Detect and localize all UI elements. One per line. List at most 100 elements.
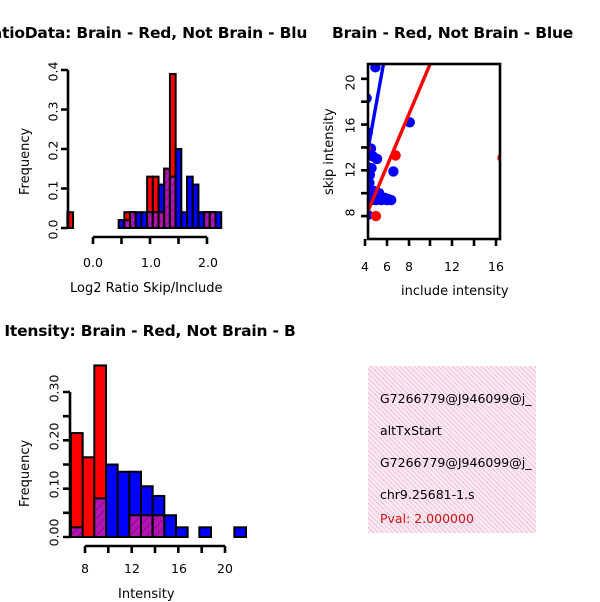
bar-blue — [191, 183, 200, 230]
intensity-histogram-bars — [70, 364, 247, 539]
scatter-point — [357, 117, 367, 127]
scatter-point — [370, 210, 382, 222]
annotation-line-3: chr9.25681-1.s — [380, 487, 475, 502]
bar-blue — [198, 526, 212, 538]
scatter-point — [354, 182, 364, 192]
bar-red — [81, 456, 96, 538]
scatter-svg — [348, 62, 502, 246]
scatter-xtick-1: 6 — [383, 259, 391, 274]
bar-blue — [105, 463, 119, 538]
ratio-xtick-0: 0.0 — [83, 255, 103, 270]
scatter-point — [355, 156, 365, 166]
ratio-histogram-title: RatioData: Brain - Red, Not Brain - Blu — [0, 24, 308, 42]
scatter-point — [348, 225, 358, 235]
scatter-point — [368, 177, 375, 189]
intensity-histogram-panel: ne Itensity: Brain - Red, Not Brain - B … — [0, 300, 300, 602]
bar-overlap — [93, 497, 108, 538]
bar-overlap — [140, 514, 154, 538]
scatter-point — [368, 169, 376, 181]
annotation-line-1: altTxStart — [380, 423, 442, 438]
scatter-point — [354, 167, 364, 177]
scatter-xtick-2: 8 — [405, 259, 413, 274]
intensity-x-axis — [83, 544, 227, 553]
red-fit — [368, 64, 432, 216]
bar-overlap — [128, 514, 142, 538]
scatter-point — [355, 175, 365, 185]
annotation-pval: Pval: 2.000000 — [380, 511, 474, 526]
scatter-point — [357, 173, 367, 183]
scatter-frame — [366, 62, 502, 241]
scatter-point — [349, 221, 359, 231]
ratio-histogram-xlabel: Log2 Ratio Skip/Include — [70, 281, 223, 296]
intensity-xtick-2: 16 — [171, 561, 187, 576]
scatter-point — [352, 215, 362, 225]
ratio-y-axis — [61, 68, 70, 230]
scatter-point — [353, 217, 363, 227]
intensity-xtick-3: 20 — [217, 561, 233, 576]
intensity-histogram-svg — [63, 364, 247, 553]
scatter-point — [353, 155, 363, 165]
scatter-point — [352, 197, 362, 207]
bar-blue — [175, 526, 189, 538]
scatter-point — [371, 153, 383, 165]
scatter-xtick-0: 4 — [361, 259, 369, 274]
scatter-xlabel: include intensity — [401, 284, 509, 299]
scatter-point — [351, 204, 361, 214]
ratio-histogram-panel: RatioData: Brain - Red, Not Brain - Blu … — [0, 0, 307, 300]
bar-blue — [116, 470, 131, 538]
scatter-point — [352, 193, 362, 203]
ratio-x-axis — [91, 235, 209, 244]
scatter-point — [357, 163, 367, 173]
scatter-point — [354, 195, 364, 205]
scatter-point — [353, 226, 363, 236]
scatter-point — [349, 222, 359, 232]
scatter-point — [352, 225, 362, 235]
scatter-point — [370, 64, 381, 73]
intensity-xtick-0: 8 — [81, 561, 89, 576]
scatter-title: Brain - Red, Not Brain - Blue — [332, 24, 574, 42]
ratio-histogram-bars — [66, 72, 223, 230]
bar-overlap — [70, 526, 84, 538]
scatter-x-ticks — [363, 239, 498, 246]
scatter-point — [357, 218, 367, 228]
bar-blue — [214, 211, 223, 229]
scatter-point — [352, 161, 362, 171]
ratio-xtick-1: 1.0 — [141, 255, 161, 270]
scatter-point — [351, 211, 361, 221]
ratio-histogram-svg — [61, 68, 223, 244]
scatter-point — [353, 196, 363, 206]
scatter-points — [348, 64, 500, 236]
intensity-histogram-xlabel: Intensity — [118, 587, 175, 602]
scatter-point — [355, 194, 365, 204]
bar-overlap — [151, 514, 166, 538]
scatter-point — [354, 226, 364, 236]
bar-blue — [163, 514, 177, 538]
scatter-point — [352, 181, 362, 191]
scatter-point — [350, 223, 360, 233]
scatter-point — [354, 217, 364, 227]
scatter-panel: Brain - Red, Not Brain - Blue skip inten… — [300, 0, 600, 300]
scatter-point — [386, 194, 397, 206]
intensity-xtick-1: 12 — [124, 561, 140, 576]
scatter-point — [354, 204, 364, 214]
scatter-point — [354, 194, 364, 204]
intensity-y-axis — [63, 390, 72, 539]
scatter-point — [351, 214, 361, 224]
scatter-point — [368, 231, 369, 233]
scatter-point — [388, 166, 399, 177]
annotation-line-2: G7266779@J946099@j_ — [380, 455, 532, 470]
bar-blue — [233, 526, 247, 538]
annotation-panel: G7266779@J946099@j_ altTxStart G7266779@… — [368, 366, 536, 533]
scatter-point — [352, 210, 362, 220]
scatter-point — [357, 195, 367, 205]
ratio-xtick-2: 2.0 — [198, 255, 218, 270]
scatter-point — [353, 205, 363, 215]
scatter-xtick-3: 12 — [444, 259, 460, 274]
annotation-line-0: G7266779@J946099@j_ — [380, 391, 532, 406]
scatter-point — [353, 174, 363, 184]
intensity-histogram-title: ne Itensity: Brain - Red, Not Brain - B — [0, 322, 296, 340]
scatter-y-ticks — [361, 77, 368, 218]
scatter-point — [350, 220, 360, 230]
scatter-point — [355, 226, 365, 236]
scatter-point — [348, 222, 358, 232]
